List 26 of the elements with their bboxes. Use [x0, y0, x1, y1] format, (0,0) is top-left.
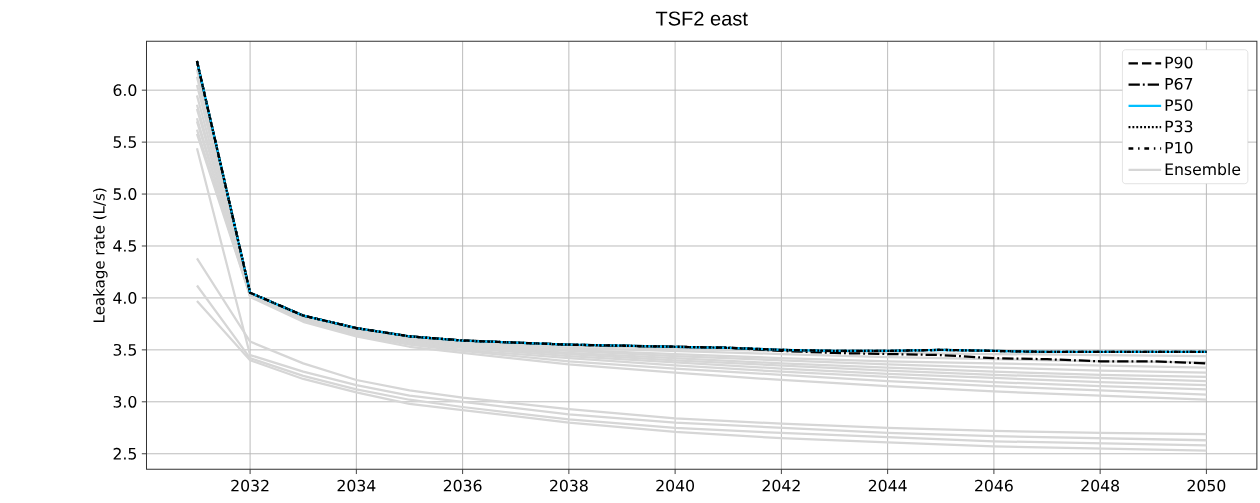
x-tick-label: 2050 — [1187, 479, 1226, 492]
legend-label: P50 — [1165, 99, 1193, 112]
y-tick-label: 5.0 — [113, 188, 137, 201]
legend-label: P90 — [1165, 56, 1193, 69]
x-tick-label: 2034 — [337, 479, 376, 492]
x-tick-label: 2048 — [1081, 479, 1120, 492]
legend-label: P10 — [1165, 141, 1193, 154]
legend-label: Ensemble — [1165, 163, 1241, 176]
x-tick-label: 2040 — [656, 479, 694, 492]
y-tick-label: 3.0 — [113, 395, 137, 408]
y-tick-label: 4.0 — [113, 292, 137, 304]
x-tick-label: 2046 — [975, 479, 1013, 492]
y-tick-label: 6.0 — [113, 84, 137, 97]
x-tick-label: 2036 — [443, 479, 482, 492]
y-tick-label: 5.5 — [113, 136, 137, 148]
legend-label: P67 — [1165, 77, 1193, 90]
chart-title: TSF2 east — [655, 11, 748, 26]
y-axis-title: Leakage rate (L/s) — [93, 188, 108, 323]
x-tick-label: 2032 — [231, 479, 269, 492]
x-tick-label: 2038 — [550, 479, 588, 492]
y-tick-label: 2.5 — [113, 447, 137, 460]
y-tick-label: 4.5 — [113, 240, 137, 252]
legend-label: P33 — [1165, 120, 1193, 133]
x-tick-label: 2042 — [762, 479, 800, 492]
y-tick-label: 3.5 — [113, 344, 137, 356]
x-tick-label: 2044 — [868, 479, 907, 492]
